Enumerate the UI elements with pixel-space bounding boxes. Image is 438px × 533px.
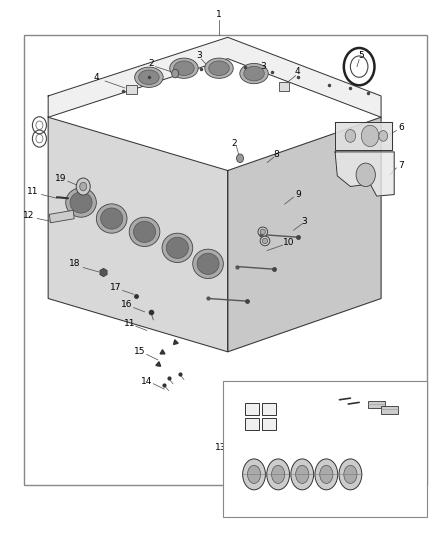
Ellipse shape <box>240 63 268 84</box>
Ellipse shape <box>258 227 268 237</box>
Ellipse shape <box>247 465 261 483</box>
Polygon shape <box>228 117 381 352</box>
Ellipse shape <box>296 465 309 483</box>
Circle shape <box>379 131 388 141</box>
Circle shape <box>361 125 379 147</box>
Bar <box>262 403 276 415</box>
Text: 3: 3 <box>196 52 202 60</box>
Circle shape <box>172 69 179 78</box>
Ellipse shape <box>70 192 92 213</box>
Text: 4: 4 <box>94 73 99 82</box>
Polygon shape <box>335 122 392 150</box>
Text: 4: 4 <box>240 401 246 409</box>
Ellipse shape <box>320 465 333 483</box>
Ellipse shape <box>244 66 264 81</box>
Ellipse shape <box>166 237 188 259</box>
Text: 11: 11 <box>124 319 135 328</box>
Ellipse shape <box>205 58 233 78</box>
Text: 13: 13 <box>215 443 227 452</box>
Bar <box>368 401 385 408</box>
Text: 12: 12 <box>23 212 34 220</box>
Ellipse shape <box>209 61 229 76</box>
Bar <box>223 381 427 517</box>
Ellipse shape <box>170 58 198 78</box>
Text: 19: 19 <box>55 174 66 183</box>
Text: 2: 2 <box>148 60 154 68</box>
Ellipse shape <box>260 229 265 235</box>
Ellipse shape <box>101 208 123 229</box>
Ellipse shape <box>344 465 357 483</box>
Text: 9: 9 <box>295 190 301 199</box>
Text: 18: 18 <box>69 260 80 268</box>
Circle shape <box>76 178 90 195</box>
Text: 6: 6 <box>398 124 404 132</box>
Bar <box>245 418 259 430</box>
Text: 15: 15 <box>134 348 146 356</box>
Text: 5: 5 <box>358 52 364 60</box>
Text: 11: 11 <box>362 387 374 396</box>
Ellipse shape <box>260 236 270 246</box>
Ellipse shape <box>139 70 159 85</box>
Text: 3: 3 <box>301 217 307 225</box>
Polygon shape <box>48 37 381 117</box>
Ellipse shape <box>135 67 163 87</box>
Ellipse shape <box>193 249 223 278</box>
Ellipse shape <box>243 459 265 490</box>
Text: 8: 8 <box>273 150 279 159</box>
Circle shape <box>345 130 356 142</box>
Text: 4: 4 <box>295 68 300 76</box>
Text: 7: 7 <box>398 161 404 169</box>
Bar <box>262 418 276 430</box>
Bar <box>245 403 259 415</box>
Circle shape <box>80 182 87 191</box>
Bar <box>279 82 289 91</box>
Ellipse shape <box>262 238 268 244</box>
Ellipse shape <box>96 204 127 233</box>
Ellipse shape <box>174 61 194 76</box>
Text: 14: 14 <box>141 377 152 385</box>
Ellipse shape <box>315 459 338 490</box>
Text: 1: 1 <box>216 11 222 19</box>
Ellipse shape <box>162 233 193 263</box>
Text: 2: 2 <box>232 140 237 148</box>
Ellipse shape <box>129 217 160 247</box>
Polygon shape <box>48 117 228 352</box>
Text: 12: 12 <box>397 398 409 407</box>
Text: 3: 3 <box>260 62 266 71</box>
Text: 11: 11 <box>27 188 39 196</box>
Text: 17: 17 <box>110 284 122 292</box>
Ellipse shape <box>134 221 155 243</box>
Ellipse shape <box>267 459 290 490</box>
Ellipse shape <box>291 459 314 490</box>
Bar <box>24 35 427 485</box>
Polygon shape <box>335 152 394 196</box>
Bar <box>49 211 74 223</box>
Text: 10: 10 <box>283 238 295 247</box>
Bar <box>381 406 398 414</box>
Ellipse shape <box>272 465 285 483</box>
Ellipse shape <box>66 188 96 217</box>
Text: 16: 16 <box>121 301 133 309</box>
Ellipse shape <box>339 459 362 490</box>
Circle shape <box>237 154 244 163</box>
Circle shape <box>356 163 375 187</box>
Ellipse shape <box>197 253 219 274</box>
Text: 3: 3 <box>319 494 325 503</box>
Bar <box>126 85 137 94</box>
